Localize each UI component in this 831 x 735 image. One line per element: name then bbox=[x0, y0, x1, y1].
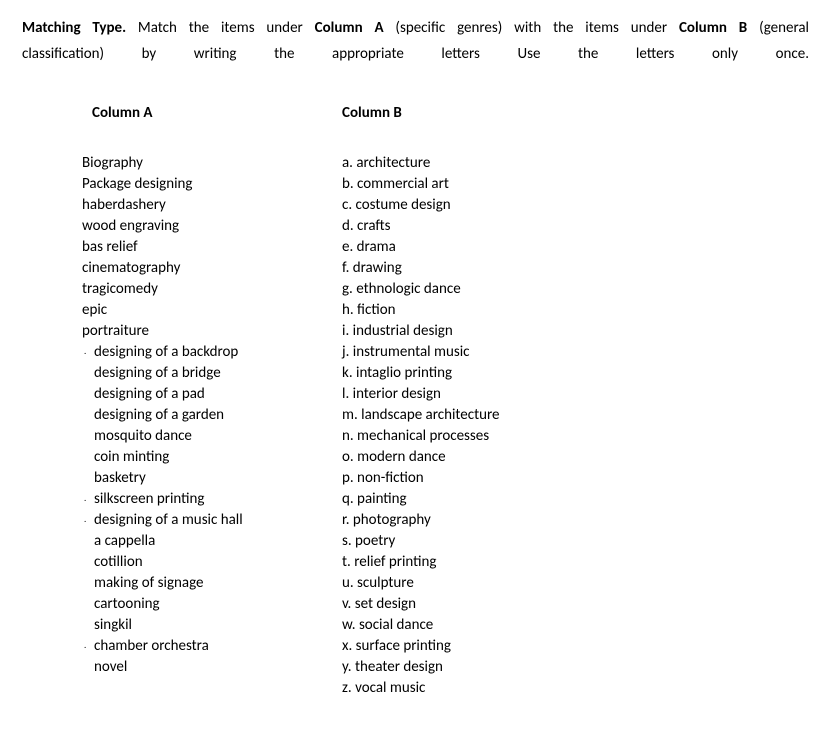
column-b-item: d. crafts bbox=[342, 216, 500, 237]
column-b-list: a. architectureb. commercial artc. costu… bbox=[342, 153, 500, 699]
instr-line2-left: classification) by writing the appropria… bbox=[22, 45, 480, 63]
instructions-line-2: classification) by writing the appropria… bbox=[22, 44, 809, 64]
column-b-item: g. ethnologic dance bbox=[342, 279, 500, 300]
column-a-item: novel bbox=[82, 657, 342, 678]
column-a-item: tragicomedy bbox=[82, 279, 342, 300]
instr-part1: Match the items under bbox=[126, 19, 315, 37]
column-b-item: c. costume design bbox=[342, 195, 500, 216]
column-a-item-text: designing of a music hall bbox=[94, 511, 243, 529]
column-b-item: z. vocal music bbox=[342, 678, 500, 699]
column-a-item-text: designing of a backdrop bbox=[94, 343, 238, 361]
column-a-item-text: tragicomedy bbox=[82, 280, 158, 298]
column-b-item: h. fiction bbox=[342, 300, 500, 321]
column-a-item: making of signage bbox=[82, 573, 342, 594]
column-a-item: .designing of a music hall bbox=[82, 510, 342, 531]
column-b-item: e. drama bbox=[342, 237, 500, 258]
column-a-item-text: mosquito dance bbox=[94, 427, 192, 445]
column-a-item: portraiture bbox=[82, 321, 342, 342]
column-b-item: t. relief printing bbox=[342, 552, 500, 573]
column-a-item: singkil bbox=[82, 615, 342, 636]
bullet-dot: . bbox=[84, 493, 94, 506]
column-a-list: Biography Package designing haberdashery wo… bbox=[82, 153, 342, 699]
column-a-item: wood engraving bbox=[82, 216, 342, 237]
column-a-item: designing of a bridge bbox=[82, 363, 342, 384]
column-b-item: j. instrumental music bbox=[342, 342, 500, 363]
bullet-dot: . bbox=[84, 346, 94, 359]
column-a-item: .chamber orchestra bbox=[82, 636, 342, 657]
column-b-item: n. mechanical processes bbox=[342, 426, 500, 447]
column-a-item-text: chamber orchestra bbox=[94, 637, 209, 655]
column-a-item: designing of a pad bbox=[82, 384, 342, 405]
bullet-dot: . bbox=[84, 640, 94, 653]
column-b-item: y. theater design bbox=[342, 657, 500, 678]
column-a-item-text: Package designing bbox=[82, 175, 192, 193]
column-a-item: mosquito dance bbox=[82, 426, 342, 447]
column-a-item: bas relief bbox=[82, 237, 342, 258]
column-b-item: s. poetry bbox=[342, 531, 500, 552]
column-b-item: u. sculpture bbox=[342, 573, 500, 594]
column-a-item: designing of a garden bbox=[82, 405, 342, 426]
column-b-item: x. surface printing bbox=[342, 636, 500, 657]
column-a-item-text: a cappella bbox=[94, 532, 155, 550]
column-b-item: b. commercial art bbox=[342, 174, 500, 195]
column-a-item: haberdashery bbox=[82, 195, 342, 216]
column-a-item-text: cinematography bbox=[82, 259, 180, 277]
column-headers: Column A Column B bbox=[22, 103, 809, 123]
column-b-item: r. photography bbox=[342, 510, 500, 531]
columns-container: Biography Package designing haberdashery wo… bbox=[22, 153, 809, 699]
column-a-item: coin minting bbox=[82, 447, 342, 468]
column-a-item-text: designing of a bridge bbox=[94, 364, 221, 382]
column-a-item-text: making of signage bbox=[94, 574, 203, 592]
instr-part3: (general bbox=[747, 19, 809, 37]
column-a-bold: Column A bbox=[315, 19, 384, 37]
instr-part2: (specific genres) with the items under bbox=[384, 19, 679, 37]
column-a-item-text: cotillion bbox=[94, 553, 143, 571]
column-b-item: f. drawing bbox=[342, 258, 500, 279]
column-a-item-text: portraiture bbox=[82, 322, 149, 340]
column-a-item-text: Biography bbox=[82, 154, 143, 172]
column-b-item: v. set design bbox=[342, 594, 500, 615]
column-b-item: w. social dance bbox=[342, 615, 500, 636]
column-a-item: a cappella bbox=[82, 531, 342, 552]
column-a-item-text: coin minting bbox=[94, 448, 169, 466]
column-a-header: Column A bbox=[22, 103, 342, 123]
instr-line2-right: Use the letters only once. bbox=[517, 45, 809, 63]
column-a-item: cotillion bbox=[82, 552, 342, 573]
column-a-item-text: singkil bbox=[94, 616, 132, 634]
column-a-item: cinematography bbox=[82, 258, 342, 279]
column-a-item: Biography bbox=[82, 153, 342, 174]
column-b-bold: Column B bbox=[679, 19, 747, 37]
column-a-item-text: basketry bbox=[94, 469, 146, 487]
column-b-item: p. non-fiction bbox=[342, 468, 500, 489]
column-a-item-text: haberdashery bbox=[82, 196, 166, 214]
column-a-item: Package designing bbox=[82, 174, 342, 195]
column-b-item: m. landscape architecture bbox=[342, 405, 500, 426]
column-b-item: a. architecture bbox=[342, 153, 500, 174]
column-a-item-text: epic bbox=[82, 301, 107, 319]
column-a-item-text: bas relief bbox=[82, 238, 138, 256]
column-a-item: .silkscreen printing bbox=[82, 489, 342, 510]
column-a-item: basketry bbox=[82, 468, 342, 489]
column-a-item-text: wood engraving bbox=[82, 217, 179, 235]
column-b-item: o. modern dance bbox=[342, 447, 500, 468]
column-a-item: .designing of a backdrop bbox=[82, 342, 342, 363]
column-a-item-text: novel bbox=[94, 658, 127, 676]
column-a-item: cartooning bbox=[82, 594, 342, 615]
column-a-item-text: designing of a pad bbox=[94, 385, 205, 403]
instructions-line-1: Matching Type. Match the items under Col… bbox=[22, 18, 809, 38]
column-b-item: i. industrial design bbox=[342, 321, 500, 342]
column-a-item-text: silkscreen printing bbox=[94, 490, 204, 508]
bullet-dot: . bbox=[84, 514, 94, 527]
matching-type-label: Matching Type. bbox=[22, 19, 126, 37]
column-b-item: l. interior design bbox=[342, 384, 500, 405]
column-b-item: k. intaglio printing bbox=[342, 363, 500, 384]
column-a-item-text: designing of a garden bbox=[94, 406, 224, 424]
column-b-header: Column B bbox=[342, 103, 402, 123]
column-b-item: q. painting bbox=[342, 489, 500, 510]
column-a-item: epic bbox=[82, 300, 342, 321]
column-a-item-text: cartooning bbox=[94, 595, 160, 613]
